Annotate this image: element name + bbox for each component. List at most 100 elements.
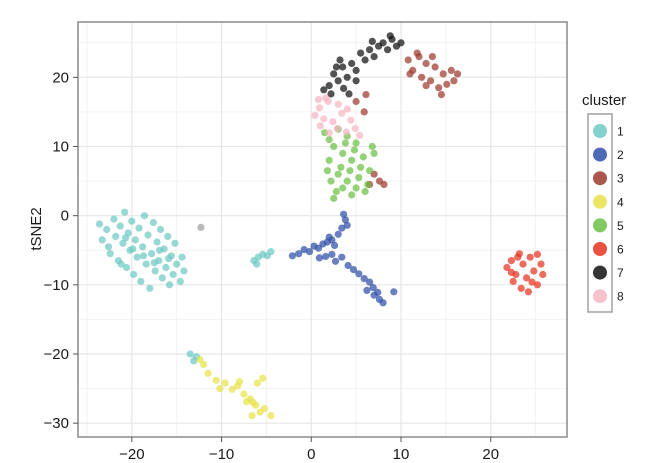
cluster-7-point — [348, 59, 356, 68]
cluster-5-point — [355, 174, 363, 182]
cluster-6-point — [514, 253, 522, 261]
cluster-8-point — [347, 116, 355, 124]
cluster-6-point — [503, 263, 511, 272]
legend-label-8: 8 — [617, 290, 624, 304]
cluster-3-point — [406, 70, 414, 78]
cluster-5-point — [364, 180, 372, 189]
legend-label-6: 6 — [617, 243, 624, 257]
cluster-5-point — [341, 139, 349, 147]
cluster-2-point — [366, 278, 374, 286]
cluster-1-point — [98, 236, 106, 244]
y-tick-label: 0 — [61, 208, 69, 225]
cluster-2-point — [331, 257, 340, 265]
cluster-2-point — [340, 210, 348, 218]
cluster-5-point — [337, 163, 345, 171]
cluster-6-point — [507, 268, 515, 276]
cluster-1-point — [95, 220, 104, 228]
cluster-1-point — [150, 259, 158, 267]
cluster-5-point — [357, 163, 365, 171]
cluster-4-point — [235, 378, 244, 386]
cluster-6-point — [509, 277, 517, 285]
cluster-4-point — [204, 369, 212, 377]
cluster-1-point — [110, 215, 118, 223]
legend-key-1 — [593, 124, 607, 138]
cluster-1-point — [119, 239, 127, 247]
cluster-1-point — [178, 253, 186, 261]
legend-label-1: 1 — [617, 125, 624, 139]
cluster-1-point — [180, 267, 188, 275]
cluster-8-point — [334, 100, 342, 108]
x-tick-label: 10 — [393, 446, 410, 463]
cluster-1-point — [139, 252, 148, 260]
cluster-2-point — [363, 286, 371, 294]
cluster-1-point — [176, 277, 184, 285]
cluster-3-point — [428, 53, 436, 61]
cluster-2-point — [295, 250, 303, 258]
cluster-1-point — [137, 277, 145, 285]
cluster-5-point — [334, 170, 342, 178]
cluster-3-point — [362, 91, 370, 99]
cluster-1-point — [158, 274, 166, 282]
cluster-1-point — [165, 255, 173, 263]
cluster-7-point — [379, 39, 387, 47]
cluster-5-point — [370, 149, 378, 157]
cluster-4-point — [248, 412, 256, 420]
cluster-2-point — [300, 246, 308, 254]
cluster-4-point — [249, 398, 257, 406]
cluster-2-point — [325, 233, 333, 241]
cluster-3-point — [427, 77, 435, 85]
x-tick-label: 20 — [482, 446, 499, 463]
cluster-7-point — [325, 82, 333, 90]
cluster-6-point — [519, 260, 527, 268]
cluster-1-point — [171, 239, 179, 247]
cluster-5-point — [352, 184, 360, 192]
cluster-2-point — [331, 241, 339, 249]
cluster-1-point — [131, 236, 139, 244]
cluster-2-point — [343, 221, 351, 229]
cluster-5-point — [339, 149, 347, 157]
legend-key-7 — [593, 265, 607, 280]
cluster-1-point — [128, 217, 136, 225]
cluster-1-point — [140, 212, 148, 220]
legend-label-3: 3 — [617, 172, 624, 186]
x-tick-label: −10 — [209, 446, 234, 463]
cluster-4-point — [243, 398, 251, 406]
cluster-1-point — [135, 224, 143, 232]
cluster-4-point — [267, 412, 275, 420]
cluster-7-point — [361, 56, 369, 64]
cluster-8-point — [320, 115, 328, 123]
cluster-2-point — [328, 250, 336, 258]
cluster-2-point — [322, 252, 330, 261]
cluster-7-point — [340, 84, 348, 92]
cluster-1-point — [122, 263, 131, 272]
cluster-2-point — [338, 253, 346, 261]
cluster-1-point — [253, 260, 261, 268]
y-tick-label: −20 — [44, 346, 69, 363]
cluster-2-point — [379, 299, 387, 307]
legend-label-4: 4 — [617, 195, 624, 209]
y-axis: 20 10 0 −10 −20 −30 — [44, 69, 78, 432]
cluster-1-point — [130, 270, 138, 279]
legend-box — [587, 113, 613, 313]
cluster-8-point — [351, 124, 359, 133]
cluster-1-point — [164, 232, 172, 240]
cluster-3-point — [422, 82, 430, 90]
cluster-5-point — [325, 136, 333, 144]
cluster-5-point — [330, 142, 338, 151]
cluster-1-point — [173, 260, 181, 268]
cluster-1-point — [156, 246, 164, 254]
cluster-8-point — [333, 124, 341, 133]
cluster-1-point — [162, 263, 170, 272]
legend-key-2 — [593, 147, 607, 162]
cluster-4-point — [253, 379, 261, 387]
cluster-3-point — [450, 77, 458, 85]
cluster-4-point — [216, 385, 224, 393]
cluster-2-point — [390, 288, 398, 296]
cluster-7-point — [327, 90, 335, 98]
cluster-6-point — [517, 284, 525, 292]
cluster-4-point — [259, 374, 267, 382]
cluster-2-point — [315, 254, 323, 262]
cluster-5-point — [352, 139, 360, 147]
cluster-3-point — [447, 66, 455, 74]
legend: 1 2 3 4 5 6 7 8 — [593, 124, 624, 304]
